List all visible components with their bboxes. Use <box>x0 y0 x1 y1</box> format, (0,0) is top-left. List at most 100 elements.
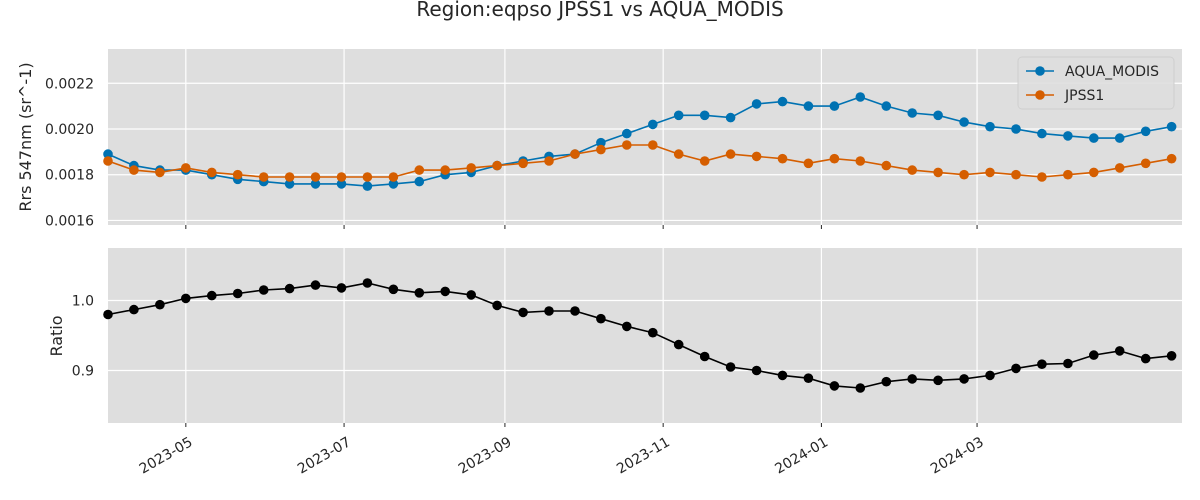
top-data-point <box>544 156 554 166</box>
bottom-data-point <box>985 370 995 381</box>
top-data-point <box>1037 172 1047 182</box>
top-ytick-label: 0.0018 <box>45 168 94 184</box>
top-data-point <box>1089 167 1099 178</box>
top-data-point <box>1166 153 1177 164</box>
bottom-data-point <box>959 374 969 384</box>
top-data-point <box>803 158 814 169</box>
bottom-data-point <box>1063 358 1073 369</box>
top-data-point <box>310 179 321 189</box>
bottom-plot-area <box>108 248 1182 423</box>
top-data-point <box>933 167 943 178</box>
bottom-data-point <box>1114 346 1125 356</box>
bottom-data-point <box>570 306 580 316</box>
bottom-data-point <box>673 339 684 350</box>
top-data-point <box>155 167 165 178</box>
top-data-point <box>414 165 425 175</box>
bottom-data-point <box>933 375 943 386</box>
top-data-point <box>1011 169 1021 180</box>
top-data-point <box>596 144 606 155</box>
top-data-point <box>284 172 295 182</box>
top-data-point <box>1166 121 1177 132</box>
top-data-point <box>492 160 502 171</box>
bottom-data-point <box>1166 351 1177 361</box>
chart-title: Region:eqpso JPSS1 vs AQUA_MODIS <box>416 0 783 21</box>
top-ylabel: Rrs 547nm (sr^-1) <box>16 62 35 211</box>
bottom-data-point <box>803 373 814 384</box>
top-data-point <box>777 96 788 107</box>
top-data-point <box>570 149 580 159</box>
x-tick-label: 2024-03 <box>928 434 987 477</box>
top-series <box>103 92 1177 191</box>
top-data-point <box>362 181 373 191</box>
bottom-yticks: 0.9 1.0 <box>72 294 94 380</box>
top-data-point <box>129 165 139 175</box>
top-data-point <box>829 153 840 164</box>
top-data-point <box>466 163 477 173</box>
top-data-point <box>1140 126 1151 137</box>
top-data-point <box>1089 133 1099 143</box>
top-ytick-label: 0.0022 <box>45 76 94 92</box>
bottom-data-point <box>232 288 243 299</box>
bottom-ytick-label: 0.9 <box>72 364 94 380</box>
bottom-data-point <box>492 300 502 311</box>
top-yticks: 0.0016 0.0018 0.0020 0.0022 <box>45 76 94 229</box>
top-data-point <box>725 112 736 123</box>
bottom-data-point <box>1037 359 1047 370</box>
x-tick-label: 2023-05 <box>137 434 196 477</box>
top-data-point <box>284 179 295 189</box>
top-data-point <box>258 172 269 182</box>
top-data-point <box>596 137 606 148</box>
bottom-data-point <box>544 306 554 316</box>
top-ytick-label: 0.0016 <box>45 213 94 229</box>
top-data-point <box>673 149 684 159</box>
bottom-data-point <box>103 309 113 320</box>
bottom-data-point <box>310 280 321 290</box>
top-data-point <box>881 101 892 111</box>
top-data-point <box>751 99 762 109</box>
bottom-data-point <box>258 285 269 295</box>
bottom-data-point <box>1011 363 1021 374</box>
bottom-data-point <box>881 376 892 387</box>
top-data-point <box>699 156 710 166</box>
bottom-data-point <box>207 290 217 301</box>
bottom-data-point <box>596 313 606 324</box>
bottom-data-point <box>129 304 139 315</box>
bottom-data-point <box>1089 350 1099 360</box>
bottom-data-point <box>829 381 840 391</box>
top-data-point <box>881 160 892 171</box>
bottom-data-point <box>440 286 451 297</box>
top-data-point <box>959 117 969 127</box>
top-data-point <box>1114 133 1125 143</box>
top-data-point <box>907 108 917 118</box>
bottom-series <box>103 278 1177 393</box>
top-data-point <box>933 110 943 121</box>
top-data-point <box>622 140 632 150</box>
legend: AQUA_MODIS JPSS1 <box>1017 56 1175 110</box>
top-data-point <box>985 167 995 178</box>
top-data-point <box>673 110 684 121</box>
bottom-grid <box>108 248 1182 427</box>
top-data-point <box>1037 128 1047 139</box>
x-tick-label: 2023-09 <box>456 434 515 477</box>
bottom-data-point <box>907 374 917 384</box>
bottom-data-point <box>725 362 736 372</box>
top-data-point <box>648 140 658 150</box>
top-plot-area <box>108 49 1182 225</box>
x-tick-label: 2023-07 <box>295 434 354 477</box>
bottom-data-point <box>336 283 347 293</box>
bottom-data-point <box>388 284 399 295</box>
top-data-point <box>907 165 917 175</box>
bottom-panel: 0.9 1.0 Ratio <box>47 248 1182 427</box>
top-data-point <box>1063 169 1073 180</box>
top-data-point <box>648 119 658 130</box>
top-data-point <box>699 110 710 121</box>
legend-marker <box>1035 90 1045 100</box>
top-data-point <box>388 172 399 182</box>
top-data-point <box>829 101 840 111</box>
top-data-point <box>103 156 113 166</box>
bottom-data-point <box>362 278 373 288</box>
legend-entry: AQUA_MODIS <box>1065 64 1159 80</box>
top-grid <box>108 49 1182 229</box>
top-data-point <box>336 179 347 189</box>
